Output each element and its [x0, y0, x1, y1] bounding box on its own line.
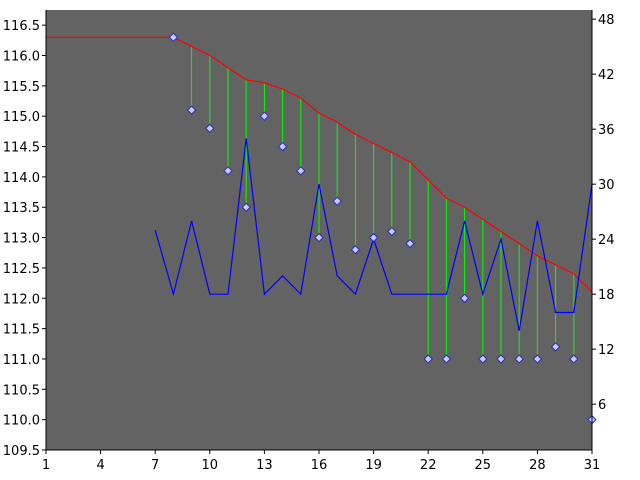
markers-layer: [168, 32, 597, 425]
y2-tick-label: 24: [598, 233, 615, 248]
y-tick-label: 116.5: [3, 19, 40, 34]
diamond-marker: [186, 105, 197, 115]
diamond-marker: [350, 245, 361, 255]
diamond-marker: [368, 232, 379, 243]
x-tick-label: 7: [151, 458, 159, 473]
drop-lines-layer: [191, 46, 593, 420]
x-tick-label: 25: [475, 458, 492, 473]
y-tick-label: 115.5: [3, 80, 40, 95]
diamond-marker: [168, 32, 179, 43]
axes-layer: 109.5 110.0 110.5 111.0 111.5 112.0 112.5 113.0…: [3, 10, 615, 473]
upper-series-line: [46, 36, 593, 293]
diamond-marker: [532, 354, 543, 364]
x-tick-label: 13: [256, 458, 273, 473]
y-tick-label: 112.5: [3, 262, 40, 277]
y-tick-label: 114.5: [3, 141, 40, 156]
y-tick-label: 114.0: [3, 171, 40, 186]
x-tick-label: 1: [42, 458, 50, 473]
x-tick-label: 22: [420, 458, 437, 473]
y-tick-label: 113.5: [3, 201, 40, 216]
diamond-marker: [277, 141, 288, 152]
diamond-marker: [496, 354, 506, 364]
y-tick-label: 112.0: [3, 292, 40, 307]
y-tick-label: 110.0: [3, 414, 40, 429]
y-tick-label: 116.0: [3, 50, 40, 65]
diamond-marker: [241, 202, 251, 212]
diamond-marker: [423, 354, 433, 364]
x-tick-label: 19: [365, 458, 382, 473]
x-tick-label: 4: [96, 458, 104, 473]
diamond-marker: [405, 238, 415, 249]
x-tick-label: 16: [311, 458, 328, 473]
diamond-marker: [441, 354, 452, 364]
y-tick-label: 111.5: [3, 323, 40, 338]
y-tick-label: 110.5: [3, 383, 40, 398]
diamond-marker: [459, 293, 470, 303]
y2-tick-label: 48: [598, 13, 615, 28]
y2-tick-label: 12: [598, 343, 615, 358]
diamond-marker: [296, 166, 306, 176]
y2-tick-label: 6: [598, 398, 606, 413]
diamond-marker: [478, 354, 488, 364]
diamond-marker: [550, 342, 561, 352]
diamond-marker: [514, 354, 524, 364]
y2-tick-label: 42: [598, 68, 615, 83]
x-tick-label: 10: [202, 458, 219, 473]
diamond-marker: [332, 196, 342, 206]
y2-tick-label: 36: [598, 123, 615, 138]
y-tick-label: 115.0: [3, 110, 40, 125]
y-tick-label: 111.0: [3, 353, 40, 368]
y2-tick-label: 30: [598, 178, 615, 193]
diamond-marker: [569, 354, 579, 364]
diamond-marker: [387, 226, 397, 237]
diamond-marker: [205, 123, 215, 134]
y-tick-label: 113.0: [3, 232, 40, 247]
diamond-marker: [223, 166, 233, 176]
x-tick-label: 31: [584, 458, 601, 473]
diamond-marker: [314, 232, 324, 243]
x-tick-label: 28: [529, 458, 546, 473]
y-tick-label: 109.5: [3, 444, 40, 459]
diamond-marker: [259, 111, 270, 121]
y2-tick-label: 18: [598, 288, 615, 303]
